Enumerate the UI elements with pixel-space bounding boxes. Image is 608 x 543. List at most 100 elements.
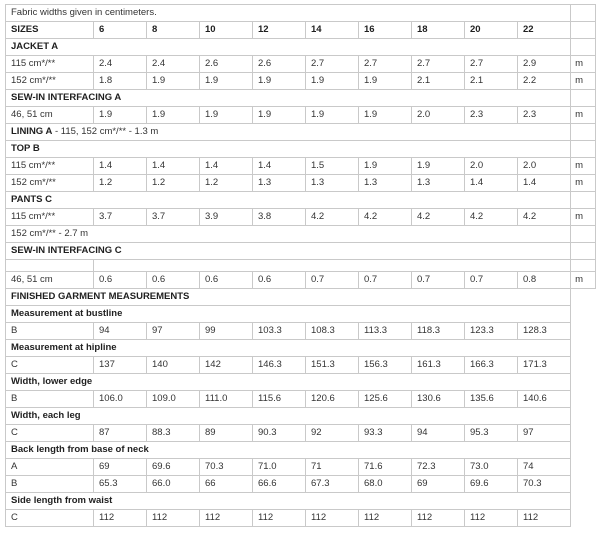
- unit-cell: m: [570, 157, 597, 175]
- unit-cell: [570, 140, 597, 158]
- unit-cell: [571, 510, 596, 527]
- unit-cell: [570, 4, 597, 22]
- value-cell: 0.7: [358, 271, 412, 289]
- section-header-text: SEW-IN INTERFACING C: [4, 242, 572, 260]
- value-cell: 1.3: [411, 174, 465, 192]
- unit-cell: [571, 374, 596, 391]
- size-column-header: 16: [358, 21, 412, 39]
- unit-cell: [570, 242, 597, 260]
- value-cell: 3.7: [146, 208, 200, 226]
- value-cell: 73.0: [464, 458, 518, 476]
- value-cell: 74: [516, 458, 572, 476]
- value-cell: 71.0: [252, 458, 306, 476]
- value-cell: 112: [358, 509, 412, 527]
- value-cell: 3.7: [93, 208, 147, 226]
- value-cell: 1.9: [93, 106, 147, 124]
- value-cell: 1.3: [305, 174, 359, 192]
- value-cell: 111.0: [199, 390, 253, 408]
- page: Fabric widths given in centimeters. SIZES…: [4, 4, 597, 527]
- section-header-text: Measurement at bustline: [4, 305, 572, 323]
- value-cell: 72.3: [411, 458, 465, 476]
- value-cell: 1.9: [146, 106, 200, 124]
- value-cell: 1.8: [93, 72, 147, 90]
- value-cell: 115.6: [252, 390, 306, 408]
- value-cell: 3.9: [199, 208, 253, 226]
- value-cell: 2.0: [516, 157, 572, 175]
- section-header-text: Back length from base of neck: [4, 441, 572, 459]
- value-cell: 112: [199, 509, 253, 527]
- value-cell: 118.3: [411, 322, 465, 340]
- value-cell: 1.9: [358, 106, 412, 124]
- value-cell: 140.6: [516, 390, 572, 408]
- unit-cell: m: [570, 174, 597, 192]
- value-cell: 113.3: [358, 322, 412, 340]
- value-cell: 120.6: [305, 390, 359, 408]
- section-header-text: Side length from waist: [4, 492, 572, 510]
- value-cell: 2.9: [516, 55, 572, 73]
- empty-label-cell: [5, 259, 94, 272]
- table-row: 46, 51 cm 0.6 0.6 0.6 0.6 0.7 0.7 0.7 0.7 0.8 m: [5, 271, 597, 289]
- value-cell: 2.1: [464, 72, 518, 90]
- value-cell: 1.4: [93, 157, 147, 175]
- value-cell: 2.6: [199, 55, 253, 73]
- value-cell: 1.9: [358, 72, 412, 90]
- value-cell: 88.3: [146, 424, 200, 442]
- value-cell: 95.3: [464, 424, 518, 442]
- value-cell: 89: [199, 424, 253, 442]
- unit-cell: [571, 493, 596, 510]
- value-cell: 69: [93, 458, 147, 476]
- table-row: 115 cm*/** 3.7 3.7 3.9 3.8 4.2 4.2 4.2 4.2 4.2 m: [5, 208, 597, 226]
- value-cell: 97: [146, 322, 200, 340]
- table-note-text: LINING A - 115, 152 cm*/** - 1.3 m: [4, 123, 572, 141]
- unit-cell: [570, 38, 597, 56]
- value-cell: 4.2: [411, 208, 465, 226]
- value-cell: 2.7: [411, 55, 465, 73]
- unit-cell: [571, 442, 596, 459]
- value-cell: 1.9: [146, 72, 200, 90]
- value-cell: 0.7: [411, 271, 465, 289]
- value-cell: 135.6: [464, 390, 518, 408]
- value-cell: 0.6: [199, 271, 253, 289]
- size-column-header: 20: [464, 21, 518, 39]
- size-column-header: 10: [199, 21, 253, 39]
- value-cell: 112: [146, 509, 200, 527]
- value-cell: 1.9: [199, 72, 253, 90]
- sizes-row-label: SIZES: [5, 21, 94, 39]
- value-cell: 2.3: [516, 106, 572, 124]
- value-cell: 0.6: [93, 271, 147, 289]
- value-cell: 112: [93, 509, 147, 527]
- value-cell: 1.9: [305, 106, 359, 124]
- value-cell: 1.9: [252, 106, 306, 124]
- value-cell: 1.9: [358, 157, 412, 175]
- value-cell: 1.9: [252, 72, 306, 90]
- value-cell: 1.4: [464, 174, 518, 192]
- table-row: SEW-IN INTERFACING A: [4, 89, 597, 107]
- unit-cell: [570, 225, 597, 243]
- value-cell: 130.6: [411, 390, 465, 408]
- value-cell: 2.7: [358, 55, 412, 73]
- value-cell: 97: [516, 424, 572, 442]
- value-cell: 112: [516, 509, 572, 527]
- table-row: Measurement at hipline: [4, 339, 596, 357]
- unit-cell: m: [570, 55, 597, 73]
- value-cell: 1.9: [305, 72, 359, 90]
- value-cell: 3.8: [252, 208, 306, 226]
- value-cell: 1.9: [411, 157, 465, 175]
- value-cell: 112: [305, 509, 359, 527]
- unit-cell: [571, 340, 596, 357]
- row-label: 152 cm*/**: [5, 174, 94, 192]
- size-column-header: 18: [411, 21, 465, 39]
- table-row: Side length from waist: [4, 492, 596, 510]
- unit-cell: [571, 306, 596, 323]
- value-cell: 66: [199, 475, 253, 493]
- value-cell: 108.3: [305, 322, 359, 340]
- section-header-text: JACKET A: [4, 38, 572, 56]
- value-cell: 99: [199, 322, 253, 340]
- table-row: B 65.3 66.0 66 66.6 67.3 68.0 69 69.6 70.3: [5, 475, 596, 493]
- size-column-header: 14: [305, 21, 359, 39]
- value-cell: 4.2: [464, 208, 518, 226]
- table-row: B 106.0 109.0 111.0 115.6 120.6 125.6 130.6 135.…: [5, 390, 596, 408]
- size-column-header: 6: [93, 21, 147, 39]
- value-cell: 106.0: [93, 390, 147, 408]
- value-cell: 123.3: [464, 322, 518, 340]
